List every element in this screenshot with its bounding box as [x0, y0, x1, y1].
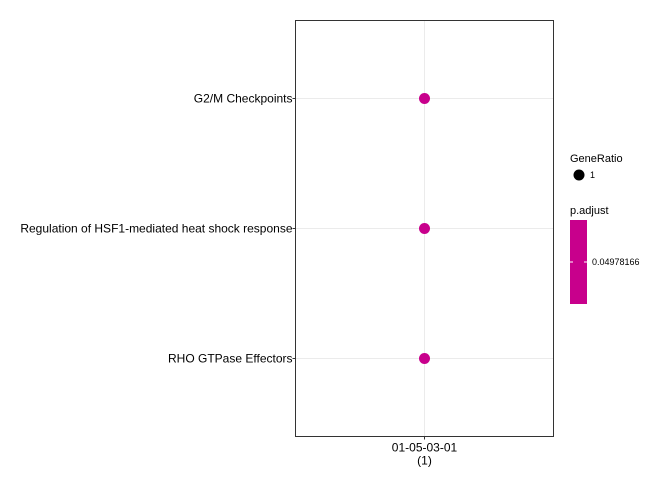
- y-tick-label: Regulation of HSF1-mediated heat shock r…: [20, 222, 292, 236]
- color-legend-label: 0.04978166: [592, 257, 640, 267]
- data-points: [419, 93, 430, 364]
- data-point: [419, 223, 430, 234]
- y-tick-label: RHO GTPase Effectors: [168, 352, 292, 366]
- size-legend-label: 1: [590, 170, 595, 180]
- x-tick-sublabel: (1): [417, 454, 432, 468]
- color-legend-title: p.adjust: [570, 205, 609, 217]
- y-axis: G2/M Checkpoints Regulation of HSF1-media…: [20, 92, 296, 366]
- x-tick-label: 01-05-03-01: [392, 441, 458, 455]
- size-legend-key: [573, 169, 585, 181]
- legend: GeneRatio 1 p.adjust 0.04978166: [570, 153, 640, 304]
- x-axis: 01-05-03-01(1): [392, 436, 458, 468]
- size-legend-title: GeneRatio: [570, 153, 623, 165]
- data-point: [419, 93, 430, 104]
- color-legend-bar: [570, 220, 587, 304]
- data-point: [419, 353, 430, 364]
- y-tick-label: G2/M Checkpoints: [194, 92, 293, 106]
